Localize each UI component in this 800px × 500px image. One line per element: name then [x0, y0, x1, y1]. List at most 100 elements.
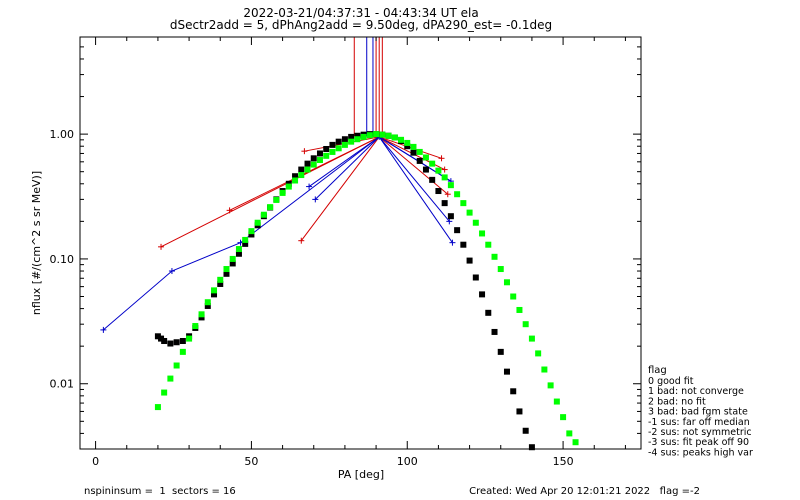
series-0-line-1 [229, 136, 380, 211]
series-2-point-52 [472, 274, 479, 281]
series-3-point-43 [422, 154, 429, 161]
series-1-spoke-3 [308, 136, 380, 187]
series-2-point-47 [441, 200, 448, 207]
series-3-point-64 [553, 398, 560, 405]
legend-item-1: 1 bad: not converge [648, 386, 744, 397]
y-tick-label-0: 0.01 [50, 378, 75, 391]
series-3-point-36 [379, 131, 386, 138]
series-3-point-31 [348, 138, 355, 145]
series-layer [100, 37, 579, 451]
series-2-point-56 [497, 348, 504, 355]
series-3-point-3 [173, 362, 180, 369]
chart-title: 2022-03-21/04:37:31 - 04:43:34 UT ela [243, 6, 478, 20]
series-2-point-49 [454, 227, 461, 234]
x-tick-label-3: 150 [553, 455, 574, 468]
series-3-point-17 [260, 211, 267, 218]
series-3-point-61 [535, 350, 542, 357]
series-3-point-21 [285, 183, 292, 190]
series-0-point-0 [158, 243, 165, 250]
series-3-point-18 [267, 204, 274, 211]
series-3-point-12 [229, 255, 236, 262]
series-3-point-41 [410, 143, 417, 150]
x-tick-label-0: 0 [92, 455, 99, 468]
series-3-point-29 [335, 145, 342, 152]
series-3-point-16 [254, 219, 261, 226]
series-3-point-66 [566, 430, 573, 437]
series-2-point-23 [292, 173, 299, 180]
series-3-point-10 [217, 276, 224, 283]
series-3-point-51 [472, 219, 479, 226]
series-1-point-1 [168, 268, 175, 275]
series-2-point-27 [316, 150, 323, 157]
series-1-point-3 [306, 183, 313, 190]
series-3-point-65 [560, 414, 567, 421]
series-3-point-52 [479, 230, 486, 237]
series-2-point-46 [435, 188, 442, 195]
series-3-point-44 [429, 160, 436, 167]
series-2-point-54 [485, 309, 492, 316]
series-2-point-8 [198, 314, 205, 321]
series-3-point-1 [161, 389, 168, 396]
series-3-point-11 [223, 266, 230, 273]
series-2-point-60 [522, 427, 529, 434]
series-2-point-2 [161, 338, 168, 345]
x-axis-label: PA [deg] [338, 468, 384, 481]
series-1-tail-2 [378, 136, 450, 222]
series-2-point-51 [466, 257, 473, 264]
series-3-point-34 [366, 132, 373, 139]
series-2-point-24 [298, 166, 305, 173]
series-3-point-25 [310, 161, 317, 168]
footer-left: nspininsum = 1 sectors = 16 [84, 486, 236, 497]
series-3-point-56 [503, 279, 510, 286]
series-3-point-13 [235, 246, 242, 253]
series-3-point-58 [516, 306, 523, 313]
series-3-point-35 [373, 131, 380, 138]
series-3-point-57 [510, 293, 517, 300]
series-2-point-14 [235, 250, 242, 257]
series-3-point-49 [460, 200, 467, 207]
series-3-point-38 [391, 134, 398, 141]
y-tick-label-1: 0.10 [50, 253, 75, 266]
series-2-point-28 [323, 145, 330, 152]
series-3-point-30 [341, 141, 348, 148]
x-tick-label-2: 100 [397, 455, 418, 468]
legend: flag 0 good fit 1 bad: not converge 2 ba… [648, 365, 753, 458]
series-3-point-39 [398, 136, 405, 143]
series-0-line-3 [300, 136, 380, 241]
series-3-point-40 [404, 139, 411, 146]
series-2-point-31 [341, 136, 348, 143]
series-1-spoke-4 [314, 136, 380, 200]
series-2-point-45 [429, 176, 436, 183]
legend-item-6: -3 sus: fit peak off 90 [648, 437, 749, 448]
series-3-point-67 [572, 439, 579, 446]
series-1-point-0 [100, 326, 107, 333]
y-axis-label: nflux [#/(cm^2 s sr MeV)] [30, 171, 43, 315]
series-2-point-59 [516, 408, 523, 415]
series-3-point-53 [485, 241, 492, 248]
chart-subtitle: dSectr2add = 5, dPhAng2add = 9.50deg, dP… [170, 18, 552, 32]
series-2-point-32 [348, 133, 355, 140]
series-3-point-48 [454, 191, 461, 198]
series-3-point-50 [466, 209, 473, 216]
series-0-point-5 [441, 166, 448, 173]
series-3-point-4 [179, 348, 186, 355]
legend-item-5: -2 sus: not symmetric [648, 427, 752, 438]
series-2-point-25 [304, 160, 311, 167]
legend-item-0: 0 good fit [648, 376, 694, 387]
series-0-line-6 [378, 136, 449, 195]
series-2-point-4 [173, 339, 180, 346]
series-3-point-47 [447, 182, 454, 189]
series-2-point-26 [310, 155, 317, 162]
series-3-point-54 [491, 253, 498, 260]
series-3-point-8 [204, 299, 211, 306]
plot-frame [79, 36, 642, 450]
series-2-point-10 [211, 291, 218, 298]
series-2-point-5 [179, 338, 186, 345]
series-2-point-30 [335, 138, 342, 145]
series-3-point-14 [242, 236, 249, 243]
series-2-point-55 [491, 328, 498, 335]
series-1-tail-1 [378, 136, 453, 243]
series-2-point-42 [410, 149, 417, 156]
series-2-point-15 [242, 240, 249, 247]
